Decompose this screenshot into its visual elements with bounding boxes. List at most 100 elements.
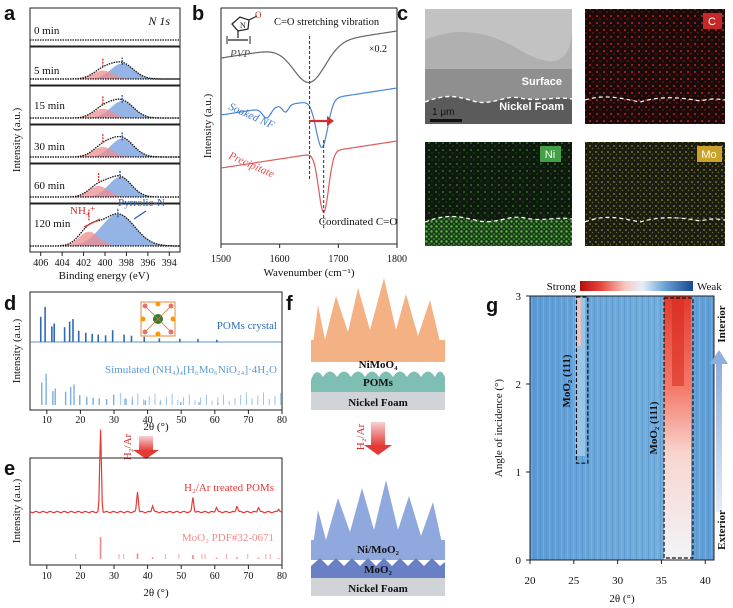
panel-b-traces: [220, 30, 398, 230]
panel-f-layer-poms: POMs: [363, 377, 394, 389]
panel-a-nh4-peak: [30, 108, 180, 118]
panel-a-subplots: [29, 7, 181, 253]
arrow-label-de: H₂/Ar: [122, 433, 134, 460]
panel-e-xtick-label: 30: [109, 571, 119, 582]
panel-label-c: c: [397, 3, 408, 25]
panel-c-map-ni-label: Ni: [545, 149, 555, 161]
panel-a-subplot-frame: [29, 7, 181, 47]
panel-a-time-0: 0 min: [34, 25, 60, 37]
panel-c-surface-label: Surface: [522, 76, 562, 88]
panel-g-box-label-2: MoO₂ (111): [648, 401, 660, 454]
panel-e-xtick-label: 20: [75, 571, 85, 582]
panel-c-substrate-label: Nickel Foam: [499, 101, 564, 113]
panel-e-series-1: MoO₂ PDF#32-0671: [182, 532, 274, 544]
panel-e-xrd: H₂/Ar treated POMs MoO₂ PDF#32-0671 10 20…: [11, 429, 287, 599]
panel-c-map-ni: [424, 142, 573, 246]
panel-a-peak-pyrrolic: Pyrrolic-N: [118, 197, 165, 209]
panel-a-nh4-peak: [30, 231, 180, 246]
moo2-layer: [311, 558, 445, 582]
arrow-label-f: H₂/Ar: [355, 423, 367, 450]
panel-b-trace-precipitate: [220, 140, 398, 213]
panel-e-xlabel: 2θ (°): [143, 587, 169, 599]
panel-a-xtick-label: 396: [140, 258, 155, 269]
panel-a-xtick-label: 402: [76, 258, 91, 269]
pvp-structure-icon: O N: [226, 10, 262, 44]
panel-g-box-label-1: MoO₂ (111): [561, 354, 573, 407]
panel-b-ftir: O N C=O stretching vibration ×0.2 PVP So…: [202, 7, 407, 279]
panel-label-a: a: [4, 3, 16, 25]
panel-e-xtick-label: 40: [143, 571, 153, 582]
panel-g-heatmap: [530, 296, 714, 560]
panel-f-layer-nimoo4: NiMoO₄: [359, 359, 398, 371]
panel-g-ytick-label: 0: [516, 555, 522, 567]
panel-a-xtick-label: 404: [55, 258, 70, 269]
panel-e-xticks: 10 20 30 40 50 60 70 80: [42, 565, 287, 582]
nickel-foam-layer-bottom: [311, 578, 445, 596]
panel-a-nh4-arrow: [83, 218, 101, 228]
panel-c-scalebar-label: 1 μm: [432, 107, 454, 118]
process-arrow-f: [364, 422, 392, 455]
panel-a-xticks: 406 404 402 400 398 396 394: [33, 252, 177, 269]
panel-g-xtick-label: 20: [525, 575, 537, 587]
svg-text:N: N: [240, 21, 246, 30]
ni-moo2-layer: [311, 540, 445, 560]
panel-a-xtick-label: 400: [98, 258, 113, 269]
panel-b-xtick-label: 1500: [211, 254, 231, 265]
panel-a-xtick-label: 394: [162, 258, 177, 269]
panel-g-ytick-label: 3: [516, 291, 522, 303]
panel-f-layer-ni-moo2: Ni/MoO₂: [357, 544, 399, 556]
panel-a-time-2: 15 min: [34, 100, 65, 112]
panel-c-map-c-label: C: [708, 16, 716, 28]
panel-a-nh4-peak: [30, 146, 180, 157]
panel-a-xtick-label: 406: [33, 258, 48, 269]
panel-f-schematic: NiMoO₄ POMs Nickel Foam H₂/Ar Ni/MoO₂ Mo…: [311, 278, 445, 596]
panel-g-box-1: [575, 296, 589, 464]
panel-b-trace-pvp: [220, 30, 398, 84]
panel-g-side-interior: Interior: [716, 305, 728, 342]
panel-label-e: e: [4, 458, 15, 480]
panel-b-trace-label-precipitate: Precipitate: [226, 149, 276, 180]
panel-c-eds-maps: Surface Nickel Foam 1 μm C Ni Mo: [424, 9, 726, 246]
panel-g-colorbar-weak: Weak: [697, 281, 722, 293]
panel-b-xtick-label: 1600: [270, 254, 290, 265]
panel-g-xtick-label: 40: [700, 575, 712, 587]
panel-b-trace-soaked: [220, 87, 398, 149]
panel-e-xtick-label: 60: [210, 571, 220, 582]
panel-g-ytick-label: 2: [516, 379, 522, 391]
panel-b-annotation: C=O stretching vibration: [274, 17, 380, 28]
panel-d-bars: [30, 306, 282, 405]
panel-label-b: b: [192, 3, 204, 25]
panel-g-xtick-label: 25: [568, 575, 580, 587]
panel-d-xtick-label: 70: [243, 415, 253, 426]
panel-a-subplot-frame: [29, 46, 181, 86]
panel-g-colorbar: [580, 281, 693, 291]
panel-e-xtick-label: 10: [42, 571, 52, 582]
panel-c-map-mo-label: Mo: [701, 149, 716, 161]
panel-f-layer-nf-top: Nickel Foam: [348, 397, 408, 409]
panel-g-gixrd-map: Strong Weak MoO₂ (111) MoO₂ (111) 20 25 30…: [493, 281, 728, 605]
panel-d-series-1: Simulated (NH₄)₄[H₆Mo₆NiO₂₄]·4H₂O: [105, 364, 277, 376]
panel-a-nh4-peak: [30, 70, 180, 79]
panel-a-ylabel: Intensity (a.u.): [11, 107, 23, 172]
panel-g-box-2: [663, 297, 694, 559]
panel-d-xtick-label: 60: [210, 415, 220, 426]
panel-b-trace-label-pvp: PVP: [229, 48, 250, 60]
panel-f-bottom-schematic: [311, 480, 445, 596]
panel-b-scale: ×0.2: [369, 44, 387, 55]
panel-a-xlabel: Binding energy (eV): [59, 270, 150, 282]
panel-e-xtick-label: 80: [277, 571, 287, 582]
nickel-foam-layer-top: [311, 392, 445, 410]
panel-d-xrd: POMs crystal Simulated (NH₄)₄[H₆Mo₆NiO₂₄…: [11, 291, 287, 433]
panel-d-xtick-label: 10: [42, 415, 52, 426]
pom-crystal-structure-icon: [140, 301, 176, 337]
panel-g-yticks: 0 1 2 3: [516, 291, 530, 567]
panel-label-d: d: [4, 293, 16, 315]
panel-g-side-exterior: Exterior: [716, 510, 728, 550]
panel-c-sem-image: [424, 9, 573, 124]
panel-d-xtick-label: 20: [75, 415, 85, 426]
panel-e-xtick-label: 70: [243, 571, 253, 582]
panel-f-layer-nf-bottom: Nickel Foam: [348, 583, 408, 595]
panel-g-frame: [529, 295, 715, 561]
panel-b-xlabel: Wavenumber (cm⁻¹): [264, 267, 355, 279]
